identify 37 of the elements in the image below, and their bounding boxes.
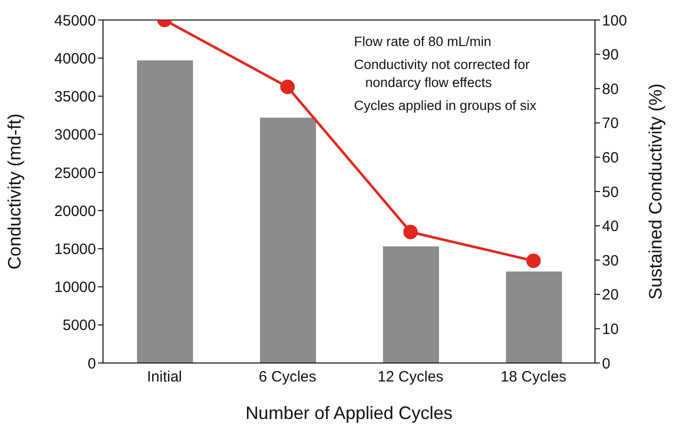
y2-tick-label: 0 [602,355,610,372]
y2-tick-label: 30 [602,252,619,270]
point [403,224,418,240]
annotation: Conductivity not corrected for nondarcy flow effects [354,56,531,92]
annotation: Flow rate of 80 mL/min [354,33,492,51]
bar [506,272,562,363]
y-axis-title: Conductivity (md-ft) [4,113,24,270]
y-tick-label: 20000 [54,202,96,220]
y-tick-label: 0 [88,355,96,372]
y2-axis-title: Sustained Conductivity (%) [645,83,666,300]
x-tick-label: 6 Cycles [258,368,316,386]
y-tick-label: 40000 [54,50,96,68]
x-tick-label: 12 Cycles [378,368,444,386]
x-tick-label: 18 Cycles [500,368,566,386]
bar [137,60,193,363]
y-tick-label: 15000 [54,240,96,258]
bar [383,246,439,363]
y-tick-label: 30000 [54,126,96,144]
y-tick-label: 5000 [62,317,96,334]
y2-tick-label: 100 [602,12,628,30]
annotation: Cycles applied in groups of six [354,97,536,115]
y2-tick-label: 90 [602,46,619,64]
x-tick-label: Initial [146,368,182,386]
y-tick-label: 10000 [54,279,96,296]
y2-tick-label: 80 [602,80,619,98]
y2-tick-label: 60 [602,150,619,167]
y2-tick-label: 10 [602,321,619,338]
x-axis-title: Number of Applied Cycles [245,403,453,423]
y2-tick-label: 50 [602,184,619,201]
bar [260,118,316,363]
y2-tick-label: 70 [602,115,619,132]
y-tick-label: 35000 [54,88,96,106]
y2-tick-label: 40 [602,218,619,236]
y-tick-label: 45000 [54,12,96,30]
point [526,254,541,268]
y2-tick-label: 20 [602,286,619,304]
y-tick-label: 25000 [54,164,96,182]
